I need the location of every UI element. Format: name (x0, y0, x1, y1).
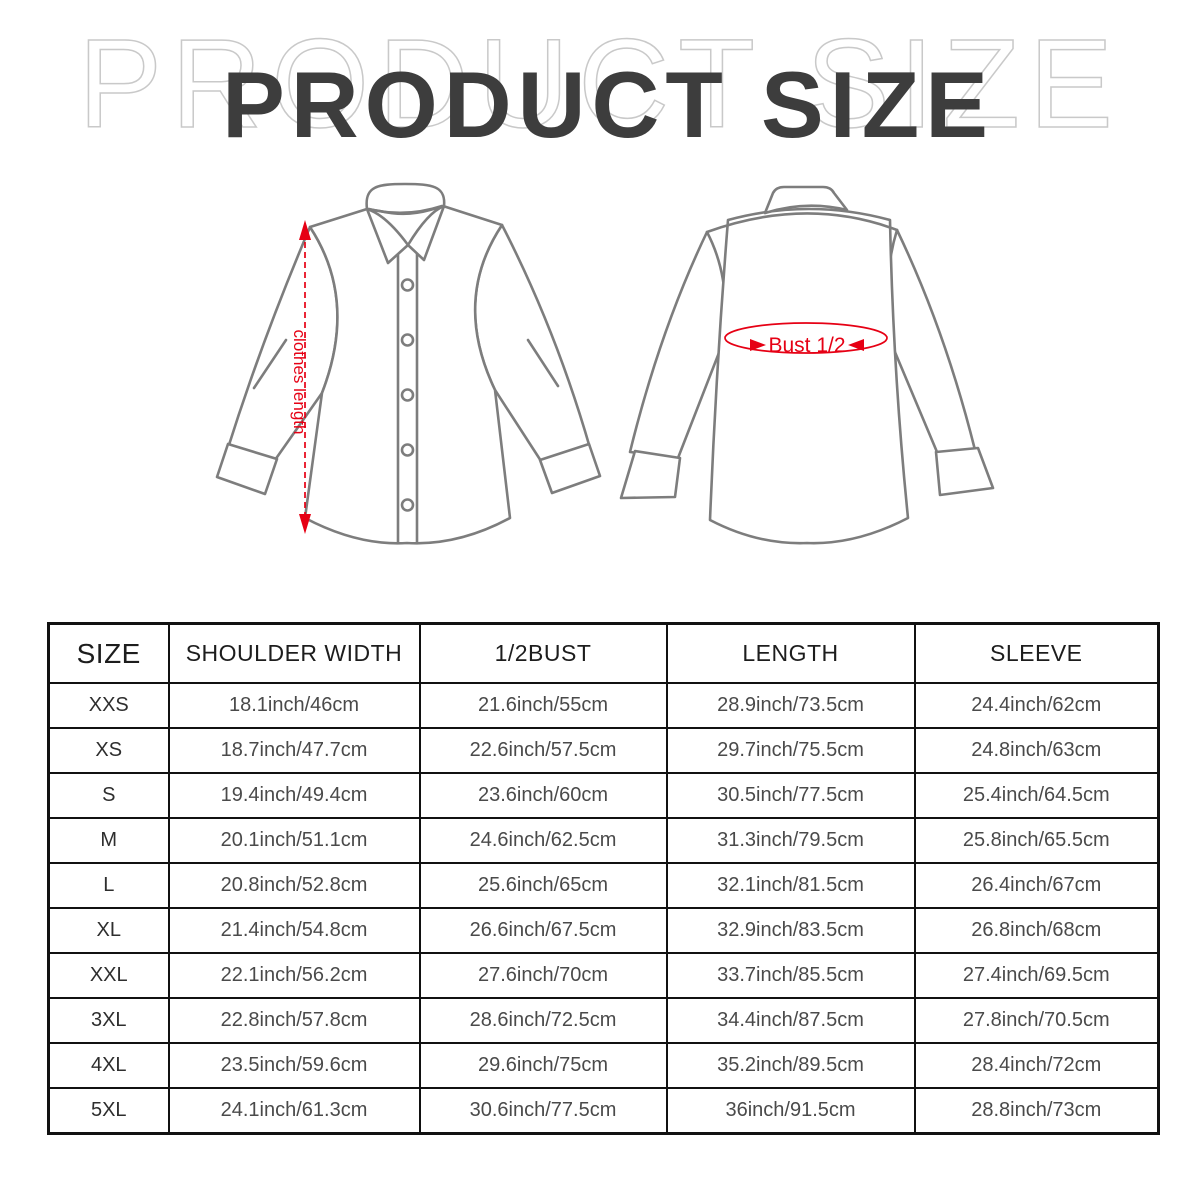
front-shirt-illustration (215, 182, 602, 545)
back-right-sleeve (886, 228, 977, 454)
table-cell: 23.5inch/59.6cm (167, 1042, 421, 1089)
table-row: XXL 22.1inch/56.2cm 27.6inch/70cm 33.7inch/… (47, 952, 1160, 999)
column-header-shoulder-width: SHOULDER WIDTH (167, 622, 421, 684)
table-row: XL 21.4inch/54.8cm 26.6inch/67.5cm 32.9inch… (47, 907, 1160, 954)
clothes-length-label: clothes length (290, 330, 309, 435)
table-cell: 24.8inch/63cm (913, 727, 1160, 774)
table-cell: 23.6inch/60cm (418, 772, 668, 819)
table-cell: 31.3inch/79.5cm (665, 817, 916, 864)
table-cell: 28.9inch/73.5cm (665, 682, 916, 729)
table-cell: 24.1inch/61.3cm (167, 1087, 421, 1135)
table-row: S 19.4inch/49.4cm 23.6inch/60cm 30.5inch/77… (47, 772, 1160, 819)
size-table-header-row: SIZE SHOULDER WIDTH 1/2BUST LENGTH SLEEVE (47, 622, 1160, 684)
table-cell: 30.5inch/77.5cm (665, 772, 916, 819)
table-row: 5XL 24.1inch/61.3cm 30.6inch/77.5cm 36inch/… (47, 1087, 1160, 1135)
front-collar-right-flap (406, 204, 446, 262)
front-left-sleeve-crease (252, 338, 288, 390)
front-right-cuff (538, 442, 602, 495)
table-cell: 26.6inch/67.5cm (418, 907, 668, 954)
front-placket (396, 245, 419, 544)
table-cell: 20.8inch/52.8cm (167, 862, 421, 909)
size-label-cell: 4XL (47, 1042, 170, 1089)
bust-arrow-right (848, 339, 864, 351)
table-cell: 22.6inch/57.5cm (418, 727, 668, 774)
table-cell: 26.4inch/67cm (913, 862, 1160, 909)
table-cell: 29.7inch/75.5cm (665, 727, 916, 774)
front-collar-neckline (367, 204, 444, 215)
bust-label: Bust 1/2 (768, 334, 845, 357)
bust-arrow-left (750, 339, 766, 351)
front-buttons (400, 278, 415, 512)
table-row: 3XL 22.8inch/57.8cm 28.6inch/72.5cm 34.4inc… (47, 997, 1160, 1044)
size-table: SIZE SHOULDER WIDTH 1/2BUST LENGTH SLEEVE XX… (47, 622, 1160, 1135)
table-row: XXS 18.1inch/46cm 21.6inch/55cm 28.9inch/73… (47, 682, 1160, 729)
table-cell: 25.6inch/65cm (418, 862, 668, 909)
page-title: PRODUCT SIZE (222, 52, 994, 157)
table-cell: 21.4inch/54.8cm (167, 907, 421, 954)
back-collar-band (763, 185, 849, 215)
clothes-length-arrow-top (299, 220, 311, 240)
size-label-cell: XL (47, 907, 170, 954)
table-cell: 25.4inch/64.5cm (913, 772, 1160, 819)
table-cell: 28.4inch/72cm (913, 1042, 1160, 1089)
clothes-length-arrow-bottom (299, 514, 311, 534)
size-label-cell: XXS (47, 682, 170, 729)
table-cell: 30.6inch/77.5cm (418, 1087, 668, 1135)
table-cell: 27.8inch/70.5cm (913, 997, 1160, 1044)
back-right-cuff (934, 446, 995, 497)
table-cell: 28.8inch/73cm (913, 1087, 1160, 1135)
table-row: 4XL 23.5inch/59.6cm 29.6inch/75cm 35.2inch/… (47, 1042, 1160, 1089)
size-label-cell: XXL (47, 952, 170, 999)
table-cell: 27.4inch/69.5cm (913, 952, 1160, 999)
table-cell: 18.7inch/47.7cm (167, 727, 421, 774)
table-row: M 20.1inch/51.1cm 24.6inch/62.5cm 31.3inch/… (47, 817, 1160, 864)
table-cell: 25.8inch/65.5cm (913, 817, 1160, 864)
table-cell: 19.4inch/49.4cm (167, 772, 421, 819)
back-body (708, 207, 910, 545)
column-header-length: LENGTH (665, 622, 916, 684)
column-header-size: SIZE (47, 622, 170, 684)
table-row: XS 18.7inch/47.7cm 22.6inch/57.5cm 29.7inch… (47, 727, 1160, 774)
size-label-cell: 5XL (47, 1087, 170, 1135)
back-left-cuff (619, 449, 682, 500)
table-cell: 34.4inch/87.5cm (665, 997, 916, 1044)
table-cell: 36inch/91.5cm (665, 1087, 916, 1135)
table-cell: 33.7inch/85.5cm (665, 952, 916, 999)
size-label-cell: M (47, 817, 170, 864)
table-cell: 32.1inch/81.5cm (665, 862, 916, 909)
table-cell: 26.8inch/68cm (913, 907, 1160, 954)
table-row: L 20.8inch/52.8cm 25.6inch/65cm 32.1inch/81… (47, 862, 1160, 909)
table-cell: 28.6inch/72.5cm (418, 997, 668, 1044)
table-cell: 18.1inch/46cm (167, 682, 421, 729)
size-label-cell: 3XL (47, 997, 170, 1044)
front-body (303, 204, 512, 545)
front-left-cuff (215, 442, 279, 496)
table-cell: 20.1inch/51.1cm (167, 817, 421, 864)
table-cell: 32.9inch/83.5cm (665, 907, 916, 954)
column-header-sleeve: SLEEVE (913, 622, 1160, 684)
table-cell: 27.6inch/70cm (418, 952, 668, 999)
table-cell: 21.6inch/55cm (418, 682, 668, 729)
page-title-watermark: PRODUCT SIZE (77, 13, 1122, 154)
column-header-1-2bust: 1/2BUST (418, 622, 668, 684)
size-label-cell: XS (47, 727, 170, 774)
bust-annotation: Bust 1/2 (724, 322, 888, 357)
table-cell: 35.2inch/89.5cm (665, 1042, 916, 1089)
table-cell: 22.1inch/56.2cm (167, 952, 421, 999)
back-shirt-illustration (619, 185, 995, 545)
size-label-cell: S (47, 772, 170, 819)
table-cell: 24.6inch/62.5cm (418, 817, 668, 864)
table-cell: 24.4inch/62cm (913, 682, 1160, 729)
front-right-sleeve-crease (526, 338, 560, 388)
clothes-length-annotation: clothes length (290, 220, 311, 534)
table-cell: 22.8inch/57.8cm (167, 997, 421, 1044)
table-cell: 29.6inch/75cm (418, 1042, 668, 1089)
size-label-cell: L (47, 862, 170, 909)
back-left-sleeve (628, 230, 727, 460)
bust-ellipse (724, 322, 888, 354)
back-shoulder-line (705, 212, 899, 234)
